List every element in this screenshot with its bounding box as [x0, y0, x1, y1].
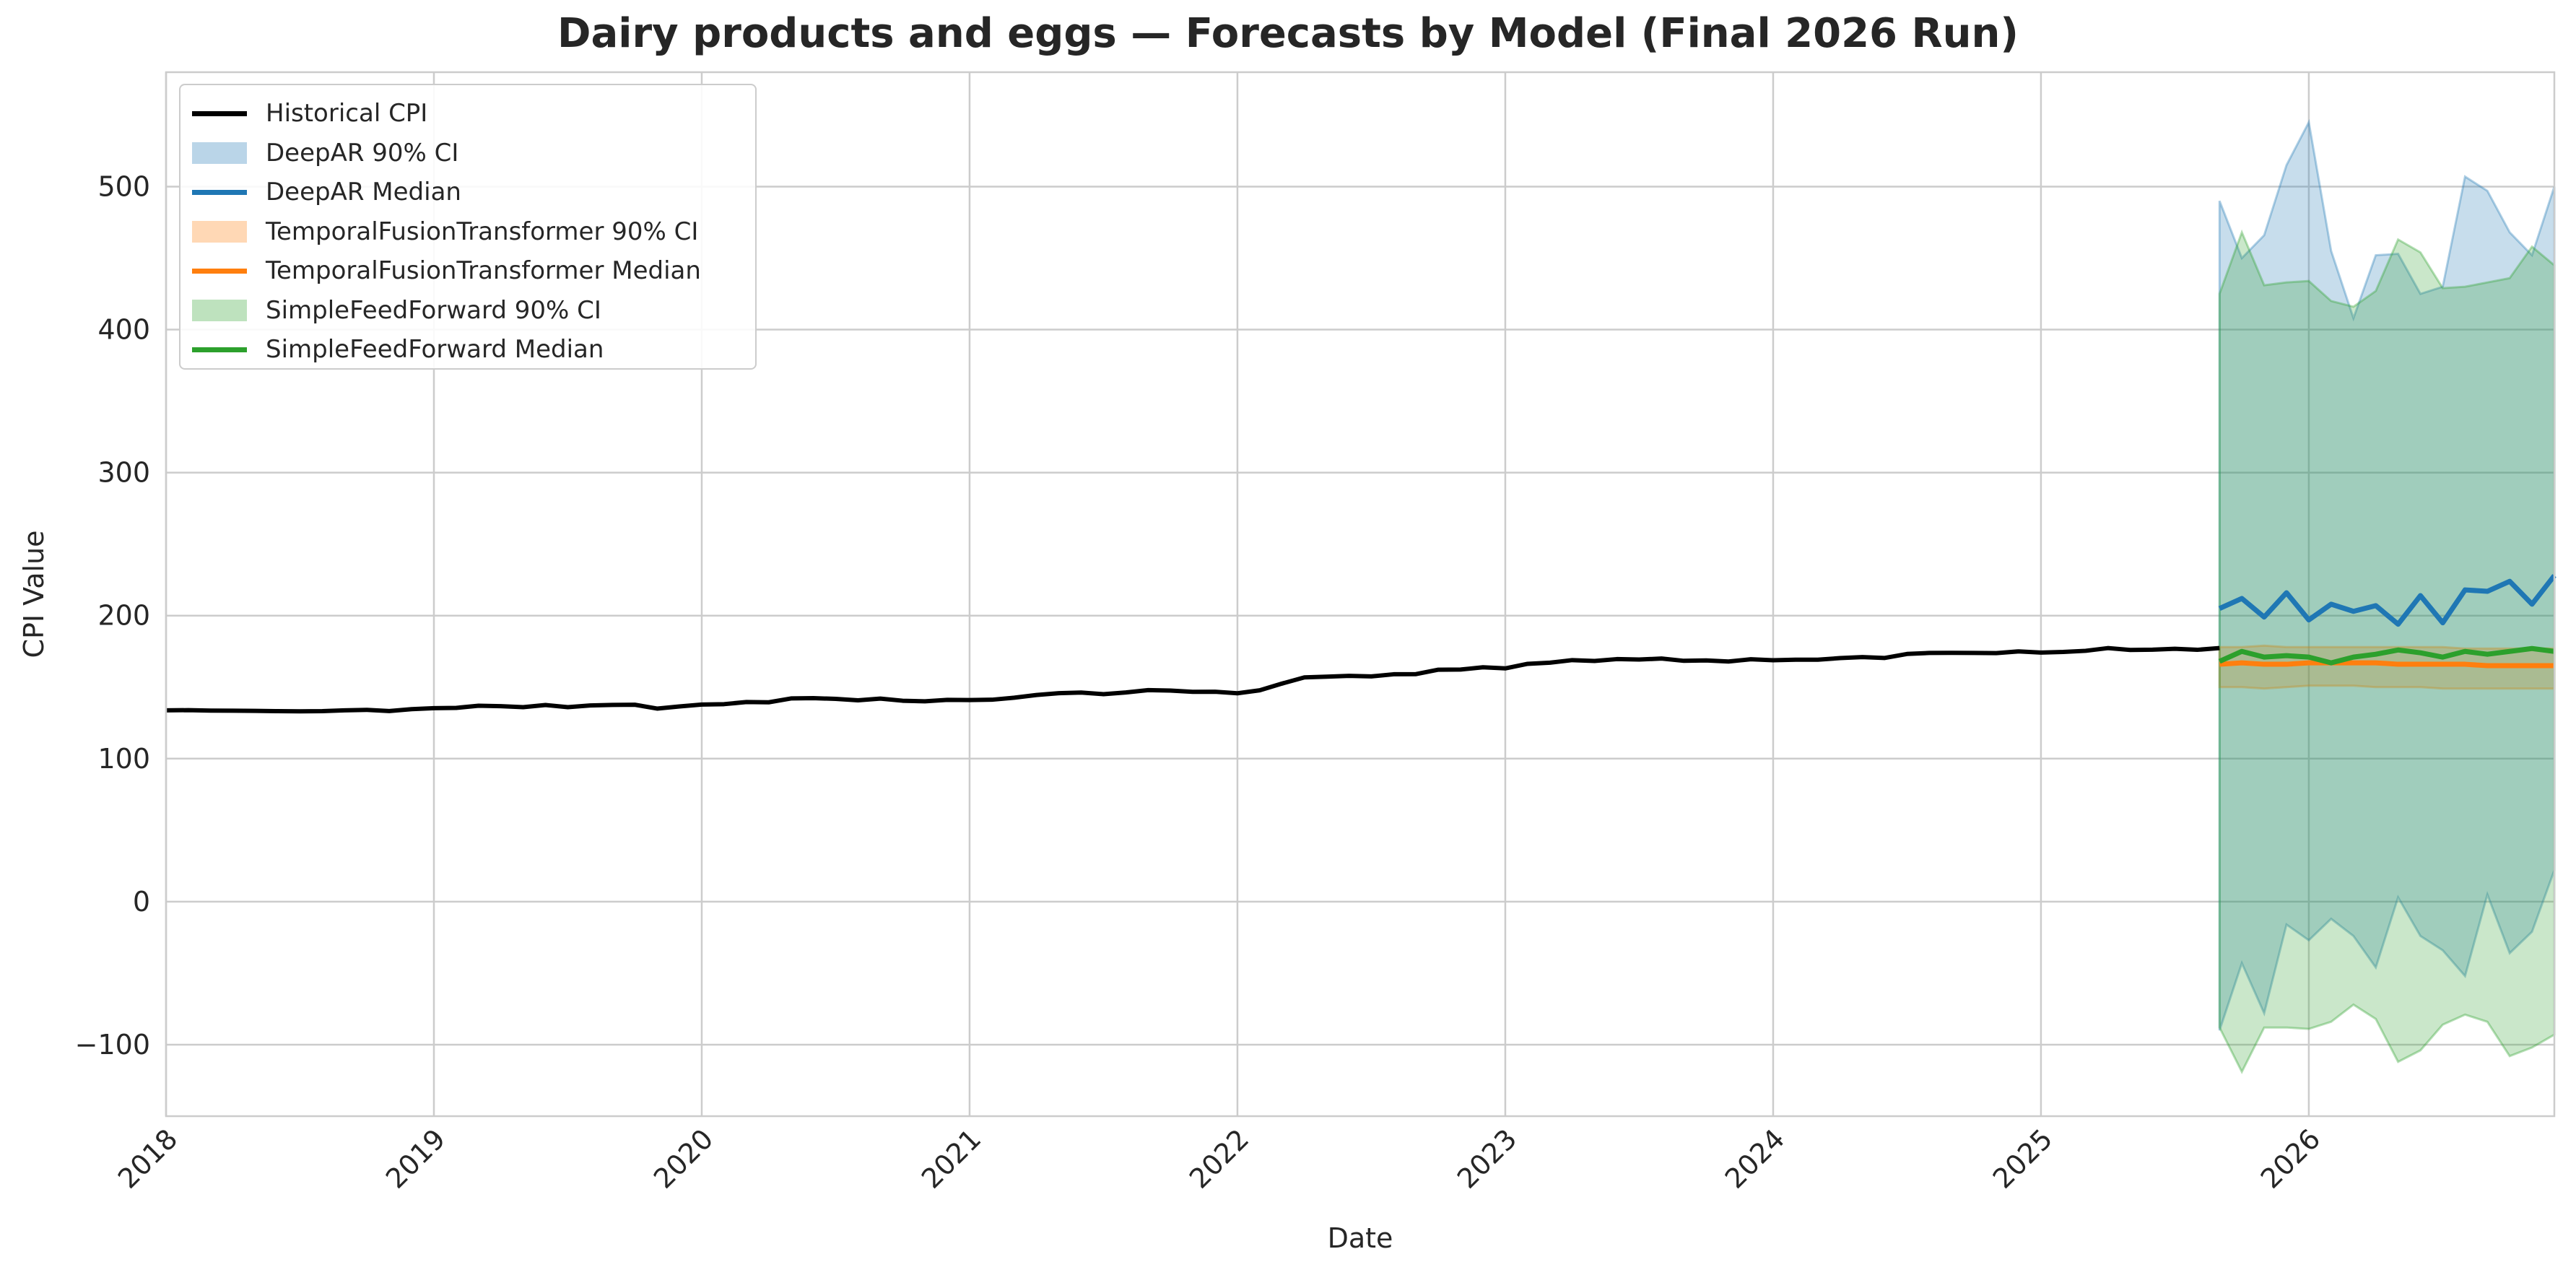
legend-line-swatch — [192, 181, 247, 203]
y-tick-label: −100 — [75, 1029, 150, 1061]
y-tick-label: 100 — [97, 743, 150, 775]
legend-item: DeepAR 90% CI — [192, 134, 458, 173]
plot-frame — [165, 71, 2556, 1118]
legend-item: TemporalFusionTransformer 90% CI — [192, 212, 698, 251]
y-tick-label: 400 — [97, 314, 150, 346]
legend-line-swatch — [192, 103, 247, 124]
x-tick-label: 2019 — [380, 1123, 452, 1195]
x-tick-label: 2024 — [1719, 1123, 1791, 1195]
legend-label: DeepAR 90% CI — [266, 138, 459, 167]
legend-item: Historical CPI — [192, 94, 427, 133]
legend-patch-swatch — [192, 299, 247, 321]
median-line-temporalfusiontransformer — [2219, 660, 2554, 669]
legend-line-swatch — [192, 260, 247, 282]
median-line-simplefeedforward — [2218, 645, 2555, 666]
historical-cpi-line — [165, 645, 2220, 714]
y-tick-label: 200 — [97, 600, 150, 632]
x-tick-label: 2020 — [648, 1123, 720, 1195]
chart-title: Dairy products and eggs — Forecasts by M… — [557, 10, 2019, 57]
legend-line-stroke — [192, 347, 247, 352]
x-tick-label: 2025 — [1987, 1123, 2059, 1195]
y-tick-label: 0 — [133, 886, 150, 918]
legend-patch-swatch — [192, 142, 247, 164]
legend-label: SimpleFeedForward 90% CI — [266, 295, 601, 325]
legend-label: SimpleFeedForward Median — [266, 335, 604, 364]
legend: Historical CPI DeepAR 90% CI DeepAR Median… — [179, 84, 757, 370]
legend-patch-swatch — [192, 220, 247, 243]
legend-line-stroke — [192, 269, 247, 274]
legend-line-swatch — [192, 339, 247, 360]
legend-label: Historical CPI — [266, 99, 428, 128]
y-axis-label: CPI Value — [18, 530, 50, 658]
y-tick-label: 300 — [97, 457, 150, 489]
median-line-deepar — [2218, 574, 2557, 627]
x-tick-label: 2018 — [112, 1123, 184, 1195]
x-tick-label: 2022 — [1183, 1123, 1256, 1195]
legend-item: SimpleFeedForward Median — [192, 330, 604, 369]
x-tick-label: 2021 — [915, 1123, 988, 1195]
legend-line-stroke — [192, 190, 247, 195]
legend-item: SimpleFeedForward 90% CI — [192, 291, 601, 330]
legend-line-stroke — [192, 111, 247, 116]
y-tick-label: 500 — [97, 170, 150, 202]
series-line-layer — [165, 574, 2557, 714]
legend-item: TemporalFusionTransformer Median — [192, 251, 701, 290]
x-tick-label: 2026 — [2255, 1123, 2327, 1195]
legend-label: TemporalFusionTransformer 90% CI — [266, 217, 699, 246]
legend-label: TemporalFusionTransformer Median — [266, 256, 701, 285]
legend-item: DeepAR Median — [192, 173, 461, 212]
x-tick-label: 2023 — [1451, 1123, 1523, 1195]
legend-label: DeepAR Median — [266, 178, 461, 206]
confidence-band-layer — [2218, 118, 2556, 1074]
x-axis-label: Date — [1328, 1222, 1393, 1254]
